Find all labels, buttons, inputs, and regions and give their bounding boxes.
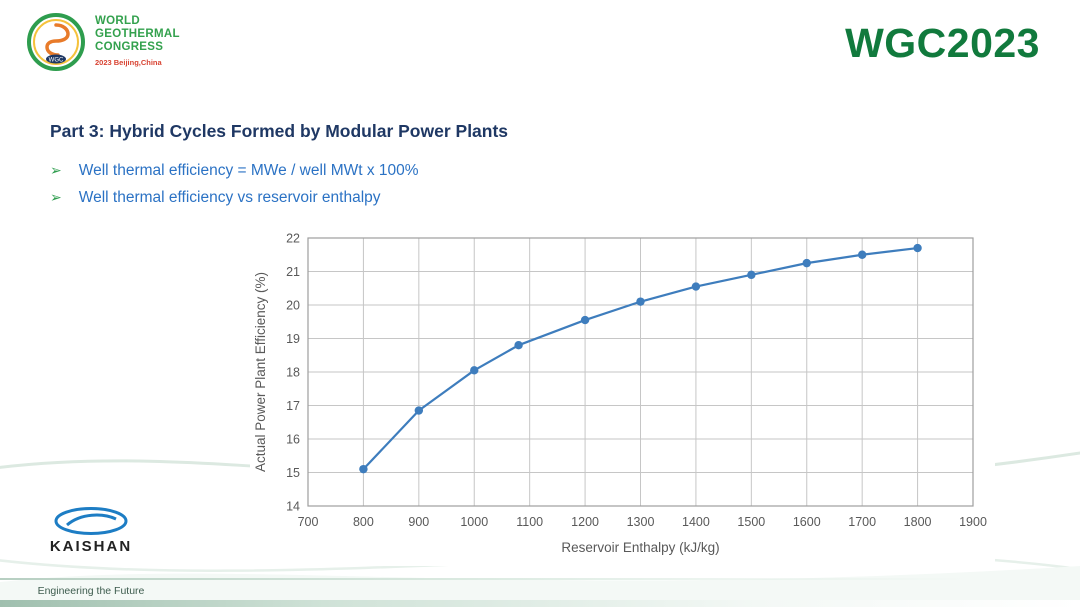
wgc-congress-logo: WGC WORLD GEOTHERMAL CONGRESS 2023 Beiji… [26, 12, 180, 72]
kaishan-logo: KAISHAN [30, 506, 152, 555]
kaishan-ellipse-icon [54, 507, 128, 535]
arrow-bullet-icon: ➢ [50, 162, 62, 178]
svg-text:700: 700 [298, 515, 319, 529]
bullet-text: Well thermal efficiency = MWe / well MWt… [78, 162, 419, 179]
svg-text:20: 20 [286, 299, 300, 313]
slide-title: Part 3: Hybrid Cycles Formed by Modular … [50, 121, 509, 141]
svg-text:18: 18 [286, 366, 300, 380]
svg-text:1200: 1200 [571, 515, 599, 529]
svg-text:1500: 1500 [737, 515, 765, 529]
svg-text:1000: 1000 [460, 515, 488, 529]
wave-fill [0, 566, 1080, 607]
wgc2023-wordmark: WGC2023 [845, 20, 1040, 66]
svg-text:22: 22 [286, 232, 300, 246]
wgc-congress-logo-mark: WGC [27, 13, 85, 71]
svg-text:1700: 1700 [848, 515, 876, 529]
congress-logo-text: WORLD GEOTHERMAL CONGRESS 2023 Beijing,C… [95, 15, 180, 69]
bottom-gradient-bar [0, 600, 1080, 607]
svg-text:19: 19 [286, 332, 300, 346]
footer-divider [0, 578, 1080, 580]
svg-text:800: 800 [353, 515, 374, 529]
bullet-list: ➢ Well thermal efficiency = MWe / well M… [50, 157, 419, 211]
logo-subtitle: 2023 Beijing,China [95, 58, 162, 67]
logo-word-world: WORLD [95, 15, 140, 27]
svg-text:1600: 1600 [793, 515, 821, 529]
svg-text:1400: 1400 [682, 515, 710, 529]
svg-text:1800: 1800 [904, 515, 932, 529]
svg-text:15: 15 [286, 466, 300, 480]
bullet-item: ➢ Well thermal efficiency vs reservoir e… [50, 184, 419, 211]
svg-text:900: 900 [408, 515, 429, 529]
logo-word-geothermal: GEOTHERMAL [95, 28, 180, 40]
logo-word-congress: CONGRESS [95, 41, 164, 53]
bullet-text: Well thermal efficiency vs reservoir ent… [78, 189, 381, 206]
kaishan-wordmark: KAISHAN [49, 538, 133, 555]
logo-badge-text: WGC [49, 58, 64, 64]
kaishan-tagline: Engineering the Future [37, 585, 145, 597]
efficiency-line-chart: 700 800 900 1000 1100 1200 1300 1400 1500 1600 170… [250, 226, 995, 566]
arrow-bullet-icon: ➢ [50, 189, 62, 205]
svg-text:16: 16 [286, 433, 300, 447]
svg-text:17: 17 [286, 399, 300, 413]
bullet-item: ➢ Well thermal efficiency = MWe / well M… [50, 157, 419, 184]
svg-text:1300: 1300 [627, 515, 655, 529]
svg-text:1900: 1900 [959, 515, 987, 529]
svg-text:14: 14 [286, 500, 300, 514]
spiral-icon [45, 23, 70, 57]
svg-text:21: 21 [286, 265, 300, 279]
svg-text:Reservoir Enthalpy (kJ/kg): Reservoir Enthalpy (kJ/kg) [561, 540, 719, 555]
svg-text:1100: 1100 [516, 515, 543, 529]
svg-text:Actual Power Plant Efficiency: Actual Power Plant Efficiency (%) [253, 272, 268, 472]
